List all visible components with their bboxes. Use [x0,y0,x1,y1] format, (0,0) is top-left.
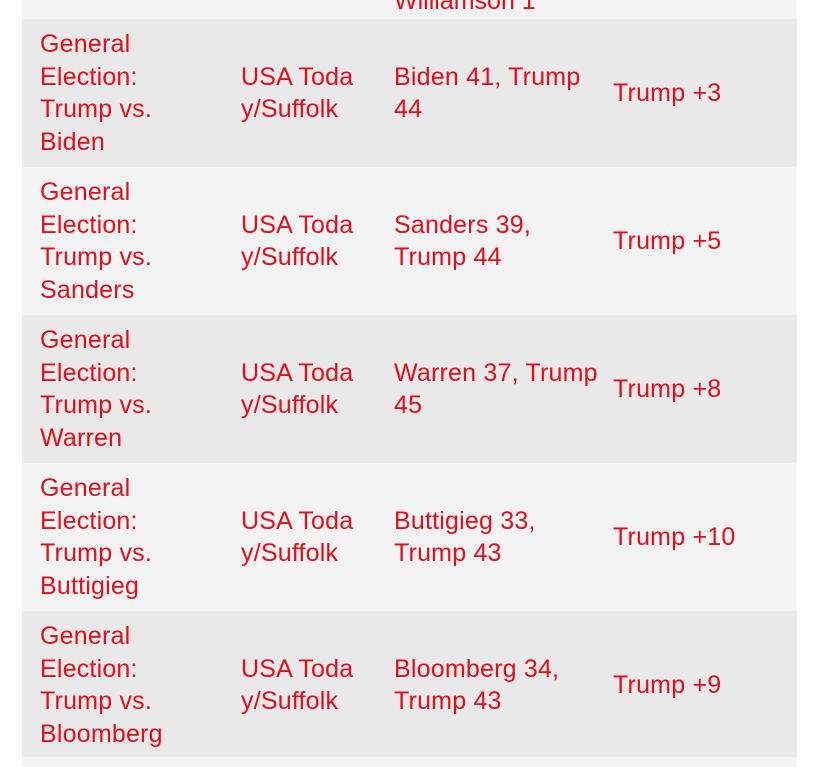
poll-cell: USA Today/Suffolk [241,358,354,420]
poll-cell: USA Today/Suffolk [241,210,354,272]
race-cell: General Election: Trump vs. Warren [40,326,152,452]
table-row-partial: Williamson 1 [22,0,797,19]
race-cell: General Election: Trump vs. Bloomberg [40,622,163,748]
spread-cell: Trump +8 [613,374,722,403]
results-cell: Williamson 1 [394,0,536,15]
spread-cell: Trump +3 [613,78,722,107]
results-cell: Warren 37, Trump 45 [394,358,598,420]
polls-table: Williamson 1 General Election: Trump vs.… [22,0,797,759]
results-cell: Sanders 39, Trump 44 [394,210,532,272]
table-row: General Election: Trump vs. Buttigieg US… [22,463,797,611]
spread-cell: Trump +5 [613,226,722,255]
race-cell: General Election: Trump vs. Sanders [40,178,152,304]
results-cell: Buttigieg 33, Trump 43 [394,506,536,568]
race-cell: General Election: Trump vs. Biden [40,30,152,156]
table-row: General Election: Trump vs. Warren USA T… [22,315,797,463]
results-cell: Bloomberg 34, Trump 43 [394,654,560,716]
table-row-partial-bottom [22,757,797,767]
spread-cell: Trump +10 [613,522,736,551]
poll-cell: USA Today/Suffolk [241,62,354,124]
spread-cell: Trump +9 [613,670,722,699]
table-row: General Election: Trump vs. Biden USA To… [22,19,797,167]
poll-cell: USA Today/Suffolk [241,506,354,568]
table-row: General Election: Trump vs. Bloomberg US… [22,611,797,759]
results-cell: Biden 41, Trump 44 [394,62,581,124]
race-cell: General Election: Trump vs. Buttigieg [40,474,152,600]
table-row: General Election: Trump vs. Sanders USA … [22,167,797,315]
poll-cell: USA Today/Suffolk [241,654,354,716]
